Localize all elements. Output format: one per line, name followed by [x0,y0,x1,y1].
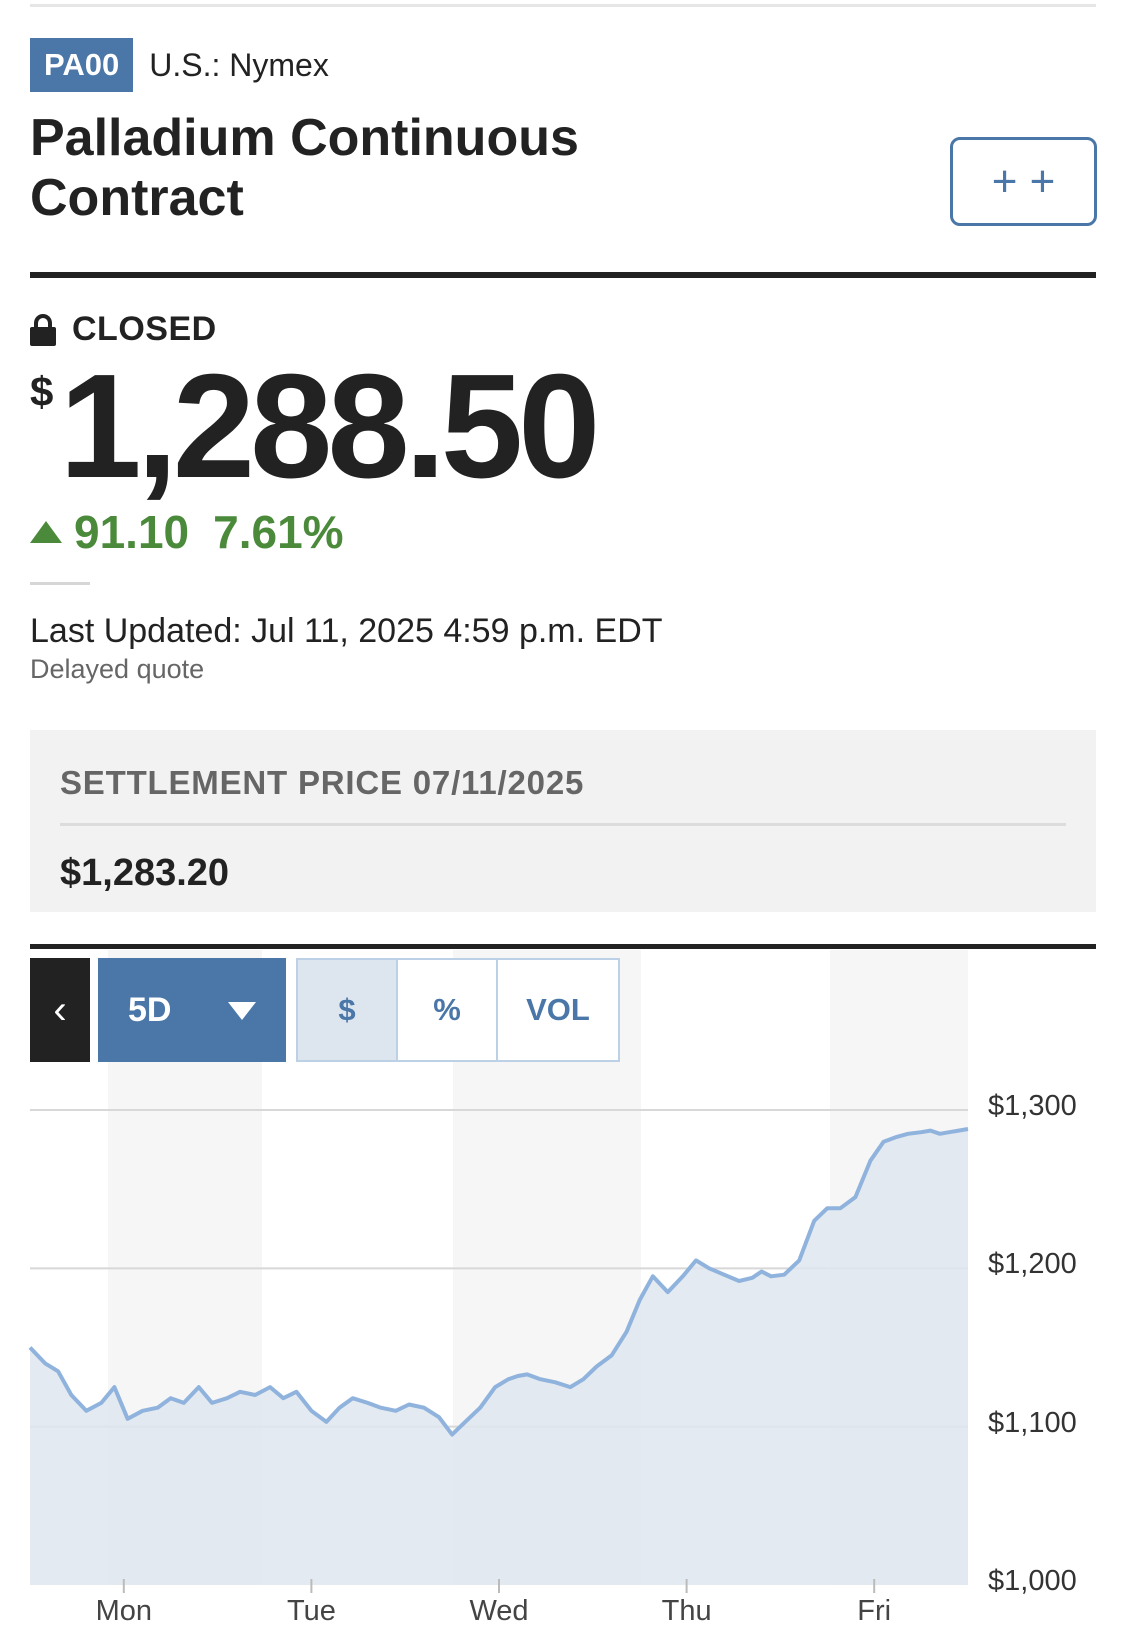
market-status: CLOSED [30,310,217,349]
change-percent: 7.61% [213,506,344,558]
arrow-up-icon [30,521,62,543]
y-tick-label: $1,100 [988,1406,1077,1439]
x-tick-label: Thu [661,1595,712,1627]
market-status-label: CLOSED [72,310,217,348]
mode-dollar-button[interactable]: $ [298,960,398,1060]
x-tick-label: Tue [286,1595,336,1627]
y-tick-label: $1,000 [988,1565,1077,1597]
chart-back-button[interactable]: ‹ [30,958,90,1062]
currency-symbol: $ [30,368,54,415]
price-display: $ 1,288.50 [30,344,600,509]
top-divider [30,4,1096,7]
price-line [28,1127,969,1437]
page-title: Palladium Continuous Contract [30,109,579,227]
price-change: 91.10 7.61% [30,505,344,559]
short-divider [30,582,90,585]
header-divider [30,272,1096,278]
settlement-label: SETTLEMENT PRICE 07/11/2025 [60,764,585,801]
chart-mode-toggle: $ % VOL [296,958,620,1062]
x-tick-label: Fri [857,1595,892,1627]
lock-icon [30,313,56,346]
price-area [30,1129,968,1585]
ticker-row: PA00 U.S.: Nymex [30,38,329,92]
mode-volume-button[interactable]: VOL [526,992,590,1027]
add-to-watchlist-button[interactable]: + + [950,137,1097,226]
y-tick-label: $1,300 [988,1090,1077,1122]
mode-percent-button[interactable]: % [398,960,498,1060]
chevron-left-icon: ‹ [53,987,67,1032]
settlement-panel: SETTLEMENT PRICE 07/11/2025 $1,283.20 [30,730,1096,912]
exchange-label: U.S.: Nymex [149,46,329,83]
caret-down-icon [228,1002,256,1020]
last-updated: Last Updated: Jul 11, 2025 4:59 p.m. EDT [30,612,663,650]
ticker-badge: PA00 [30,38,134,92]
y-tick-label: $1,200 [988,1248,1077,1281]
change-points: 91.10 [74,506,190,558]
delayed-quote-note: Delayed quote [30,654,205,684]
range-label: 5D [128,990,172,1029]
range-dropdown[interactable]: 5D [98,958,286,1062]
x-tick-label: Mon [95,1595,153,1627]
x-tick-label: Wed [469,1595,529,1627]
last-price: 1,288.50 [59,344,600,509]
chart-divider [30,944,1096,949]
settlement-divider [60,823,1066,826]
add-to-watchlist-label: + + [991,156,1056,206]
settlement-value: $1,283.20 [60,852,230,894]
